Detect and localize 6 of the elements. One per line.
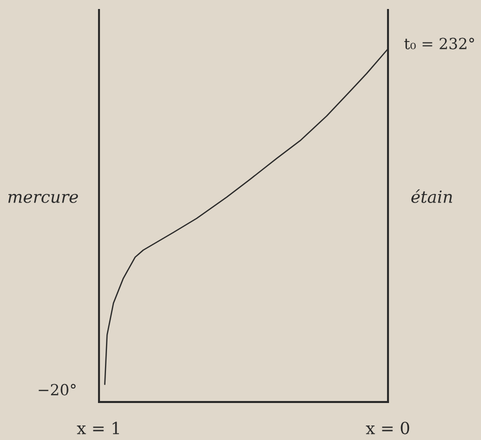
y-axis-title: mercure	[8, 194, 78, 203]
y2-axis-title: étain	[411, 189, 452, 203]
text: −20°	[38, 384, 76, 396]
x-tick-label: x = 0	[366, 422, 410, 434]
text: t₀ = 232°	[404, 38, 474, 50]
x-tick-label: x = 1	[76, 422, 119, 434]
